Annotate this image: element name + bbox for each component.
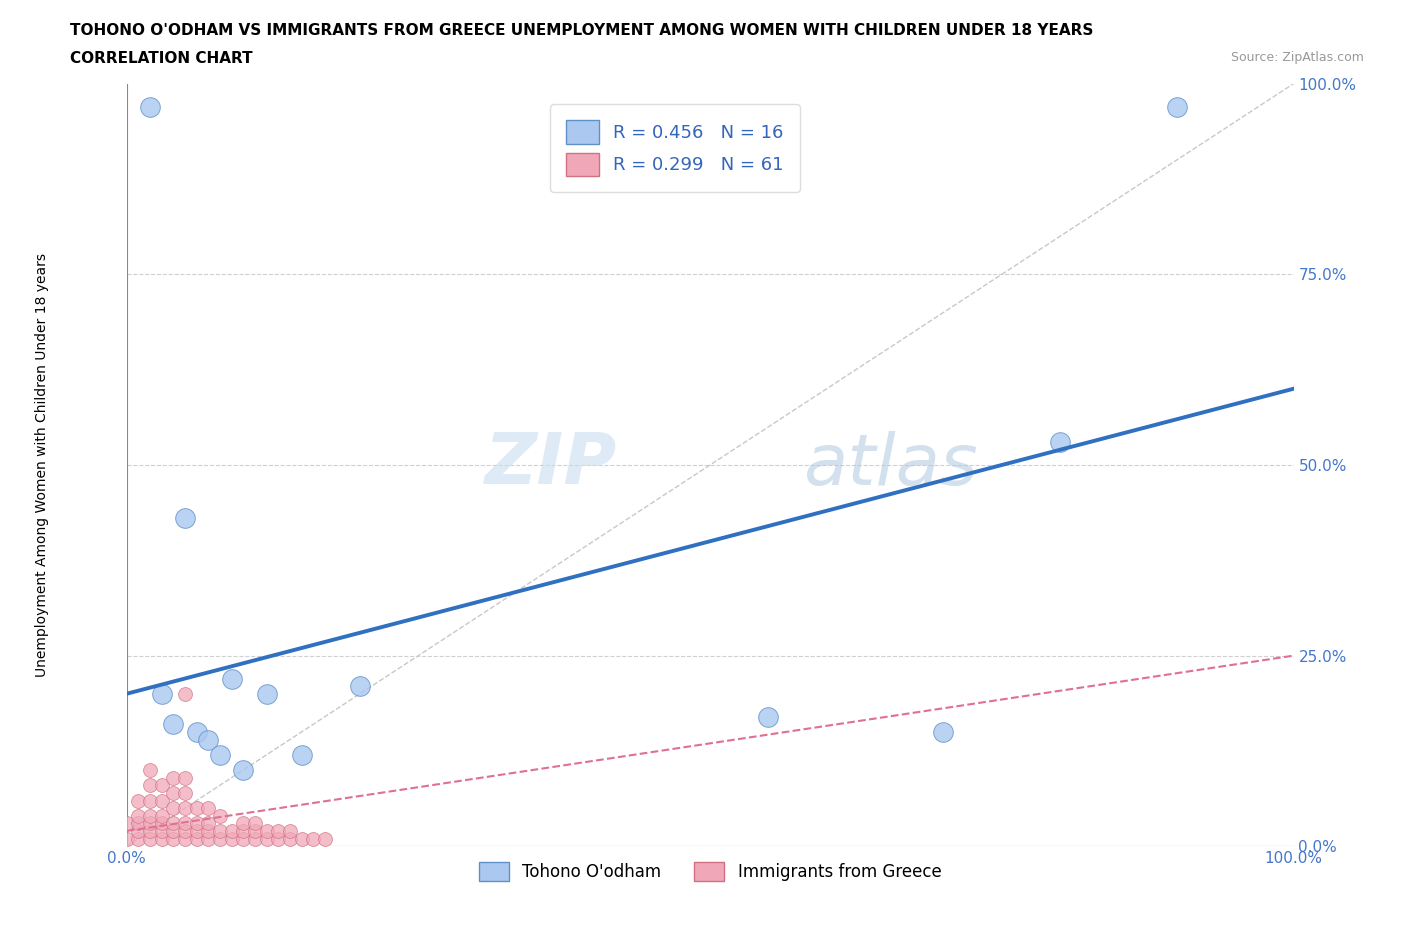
Point [302, 831, 325, 846]
Point [232, 824, 254, 839]
Point [139, 808, 162, 823]
Point [115, 816, 138, 830]
Point [267, 831, 290, 846]
Point [174, 686, 197, 701]
Point [221, 831, 243, 846]
Point [221, 671, 243, 686]
Point [290, 748, 312, 763]
Point [174, 786, 197, 801]
Point [1049, 434, 1071, 449]
Point [127, 824, 149, 839]
Point [186, 724, 208, 739]
Point [256, 686, 278, 701]
Point [267, 824, 290, 839]
Point [150, 816, 173, 830]
Point [162, 831, 184, 846]
Point [162, 816, 184, 830]
Point [256, 831, 278, 846]
Text: ZIP: ZIP [485, 431, 617, 499]
Point [314, 831, 336, 846]
Point [208, 748, 231, 763]
Point [139, 793, 162, 808]
Text: TOHONO O'ODHAM VS IMMIGRANTS FROM GREECE UNEMPLOYMENT AMONG WOMEN WITH CHILDREN : TOHONO O'ODHAM VS IMMIGRANTS FROM GREECE… [70, 23, 1094, 38]
Point [150, 686, 173, 701]
Point [174, 511, 197, 525]
Point [127, 816, 149, 830]
Point [256, 824, 278, 839]
Point [232, 831, 254, 846]
Point [139, 824, 162, 839]
Point [139, 100, 162, 114]
Point [932, 724, 955, 739]
Point [243, 824, 266, 839]
Point [139, 763, 162, 777]
Point [290, 831, 312, 846]
Point [208, 808, 231, 823]
Point [150, 808, 173, 823]
Point [349, 679, 371, 694]
Point [186, 816, 208, 830]
Point [208, 824, 231, 839]
Point [174, 831, 197, 846]
Point [127, 831, 149, 846]
Point [150, 824, 173, 839]
Point [115, 831, 138, 846]
Point [186, 801, 208, 816]
Point [197, 816, 219, 830]
Point [197, 801, 219, 816]
Point [232, 816, 254, 830]
Point [278, 824, 301, 839]
Point [174, 770, 197, 785]
Point [232, 763, 254, 777]
Point [278, 831, 301, 846]
Point [186, 824, 208, 839]
Point [197, 732, 219, 747]
Point [162, 717, 184, 732]
Point [174, 816, 197, 830]
Point [139, 831, 162, 846]
Point [1166, 100, 1188, 114]
Point [186, 831, 208, 846]
Point [243, 816, 266, 830]
Point [127, 793, 149, 808]
Point [174, 824, 197, 839]
Point [127, 808, 149, 823]
Point [197, 831, 219, 846]
Point [150, 831, 173, 846]
Point [174, 801, 197, 816]
Point [208, 831, 231, 846]
Point [197, 824, 219, 839]
Point [150, 777, 173, 792]
Legend: Tohono O'odham, Immigrants from Greece: Tohono O'odham, Immigrants from Greece [472, 855, 948, 887]
Point [162, 824, 184, 839]
Point [139, 777, 162, 792]
Text: atlas: atlas [803, 431, 979, 499]
Text: Source: ZipAtlas.com: Source: ZipAtlas.com [1230, 51, 1364, 64]
Point [756, 710, 779, 724]
Text: Unemployment Among Women with Children Under 18 years: Unemployment Among Women with Children U… [35, 253, 49, 677]
Point [221, 824, 243, 839]
Point [150, 793, 173, 808]
Text: CORRELATION CHART: CORRELATION CHART [70, 51, 253, 66]
Point [139, 816, 162, 830]
Point [162, 801, 184, 816]
Point [243, 831, 266, 846]
Point [162, 770, 184, 785]
Point [162, 786, 184, 801]
